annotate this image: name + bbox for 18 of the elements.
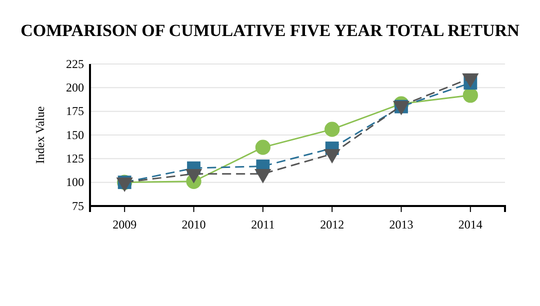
chart-title: COMPARISON OF CUMULATIVE FIVE YEAR TOTAL RETURN <box>20 21 520 40</box>
x-tick-label: 2010 <box>182 218 206 232</box>
y-tick-label: 200 <box>66 80 84 95</box>
y-tick-label: 125 <box>66 152 84 166</box>
point <box>462 88 478 103</box>
point <box>324 122 340 137</box>
y-tick-label: 150 <box>66 128 84 142</box>
x-tick-label: 2011 <box>251 218 275 232</box>
y-tick-label: 75 <box>72 198 84 213</box>
x-tick-label: 2013 <box>389 218 414 232</box>
y-axis-title: Index Value <box>33 106 47 164</box>
point <box>255 140 270 155</box>
x-tick-label: 2009 <box>112 218 137 232</box>
y-tick-label: 225 <box>66 56 84 71</box>
y-tick-label: 100 <box>66 175 84 190</box>
y-tick-label: 175 <box>66 104 84 118</box>
x-tick-label: 2012 <box>320 218 344 232</box>
x-tick-label: 2014 <box>458 218 482 232</box>
